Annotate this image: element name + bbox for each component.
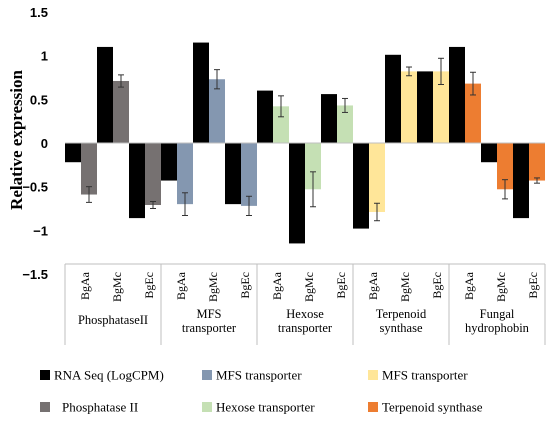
y-tick-label: 0 [41,136,48,151]
bar-rnaseq [289,143,305,244]
bar-rnaseq [449,46,465,143]
error-bar [214,69,220,90]
group-label: transporter [278,321,333,335]
legend-swatch [40,402,50,412]
error-bar [86,186,92,203]
bar-rnaseq [481,143,497,163]
bar-rnaseq [385,54,401,143]
bar-rnaseq [513,143,529,219]
legend-swatch [40,370,50,380]
x-tick-label: BgEc [238,272,252,299]
error-bar [438,57,444,85]
bar-qpcr [273,106,289,143]
legend-item: RNA Seq (LogCPM) [40,368,164,383]
legend-item: Terpenoid synthase [368,400,483,415]
group-label: transporter [182,321,237,335]
y-tick-label: 1 [41,49,48,64]
group-label: Terpenoid [376,307,427,321]
legend-item: MFS transporter [202,368,302,383]
x-tick-label: BgAa [366,271,380,300]
bar-rnaseq [417,71,433,143]
bar-qpcr [209,79,225,143]
bar-qpcr [305,143,321,190]
bar-qpcr [177,143,193,205]
x-tick-label: BgAa [174,271,188,300]
bar-qpcr [145,143,161,206]
bar-rnaseq [193,42,209,143]
error-bar [406,66,412,77]
bar-qpcr [529,143,545,181]
bar-rnaseq [97,46,113,143]
error-bar [342,97,348,113]
y-tick-label: −1 [33,223,48,238]
legend-label: Phosphatase II [62,400,138,415]
bar-qpcr [433,71,449,143]
y-tick-label: −1.5 [22,267,48,282]
x-tick-label: BgMc [398,272,412,302]
legend-swatch [202,370,212,380]
group-label: MFS [196,307,221,321]
x-tick-label: BgEc [430,272,444,299]
x-tick-label: BgAa [270,271,284,300]
error-bar [182,192,188,216]
bar-rnaseq [321,94,337,143]
error-bar [310,171,316,208]
error-bar [374,202,380,222]
group-label: hydrophobin [465,321,530,335]
error-bar [278,95,284,118]
y-tick-label: 0.5 [30,92,48,107]
bar-rnaseq [225,143,241,205]
error-bar [470,71,476,96]
x-tick-label: BgMc [302,272,316,302]
bar-qpcr [401,71,417,143]
error-bar [150,201,156,209]
group-label: PhosphataseII [78,313,148,327]
bar-qpcr [369,143,385,212]
legend-label: MFS transporter [216,368,302,383]
group-label: Hexose [286,307,324,321]
x-tick-label: BgAa [78,271,92,300]
x-tick-label: BgEc [334,272,348,299]
bar-rnaseq [129,143,145,219]
bar-qpcr [465,83,481,143]
legend-label: MFS transporter [382,368,468,383]
x-tick-label: BgMc [110,272,124,302]
bar-qpcr [113,80,129,143]
group-label: synthase [379,321,423,335]
legend-label: Terpenoid synthase [382,400,483,415]
x-tick-label: BgMc [494,272,508,302]
bar-rnaseq [353,143,369,229]
y-tick-label: −0.5 [22,180,48,195]
bar-rnaseq [257,90,273,143]
legend-item: MFS transporter [368,368,468,383]
legend-swatch [202,402,212,412]
x-tick-label: BgAa [462,271,476,300]
x-tick-label: BgEc [526,272,540,299]
legend-swatch [368,402,378,412]
legend-label: Hexose transporter [216,400,315,415]
bar-rnaseq [161,143,177,181]
error-bar [118,74,124,88]
legend-item: Hexose transporter [202,400,315,415]
legend-label: RNA Seq (LogCPM) [54,368,164,383]
x-tick-label: BgEc [142,272,156,299]
x-tick-label: BgMc [206,272,220,302]
bar-qpcr [241,143,257,206]
error-bar [246,195,252,216]
y-axis-label: Relative expression [7,69,26,209]
group-label: Fungal [480,307,515,321]
bar-qpcr [337,105,353,143]
error-bar [534,177,540,184]
bar-qpcr [497,143,513,190]
error-bar [502,179,508,200]
bar-qpcr [81,143,97,195]
legend-item: Phosphatase II [40,400,138,415]
y-tick-label: 1.5 [30,5,48,20]
legend-swatch [368,370,378,380]
bar-rnaseq [65,143,81,163]
